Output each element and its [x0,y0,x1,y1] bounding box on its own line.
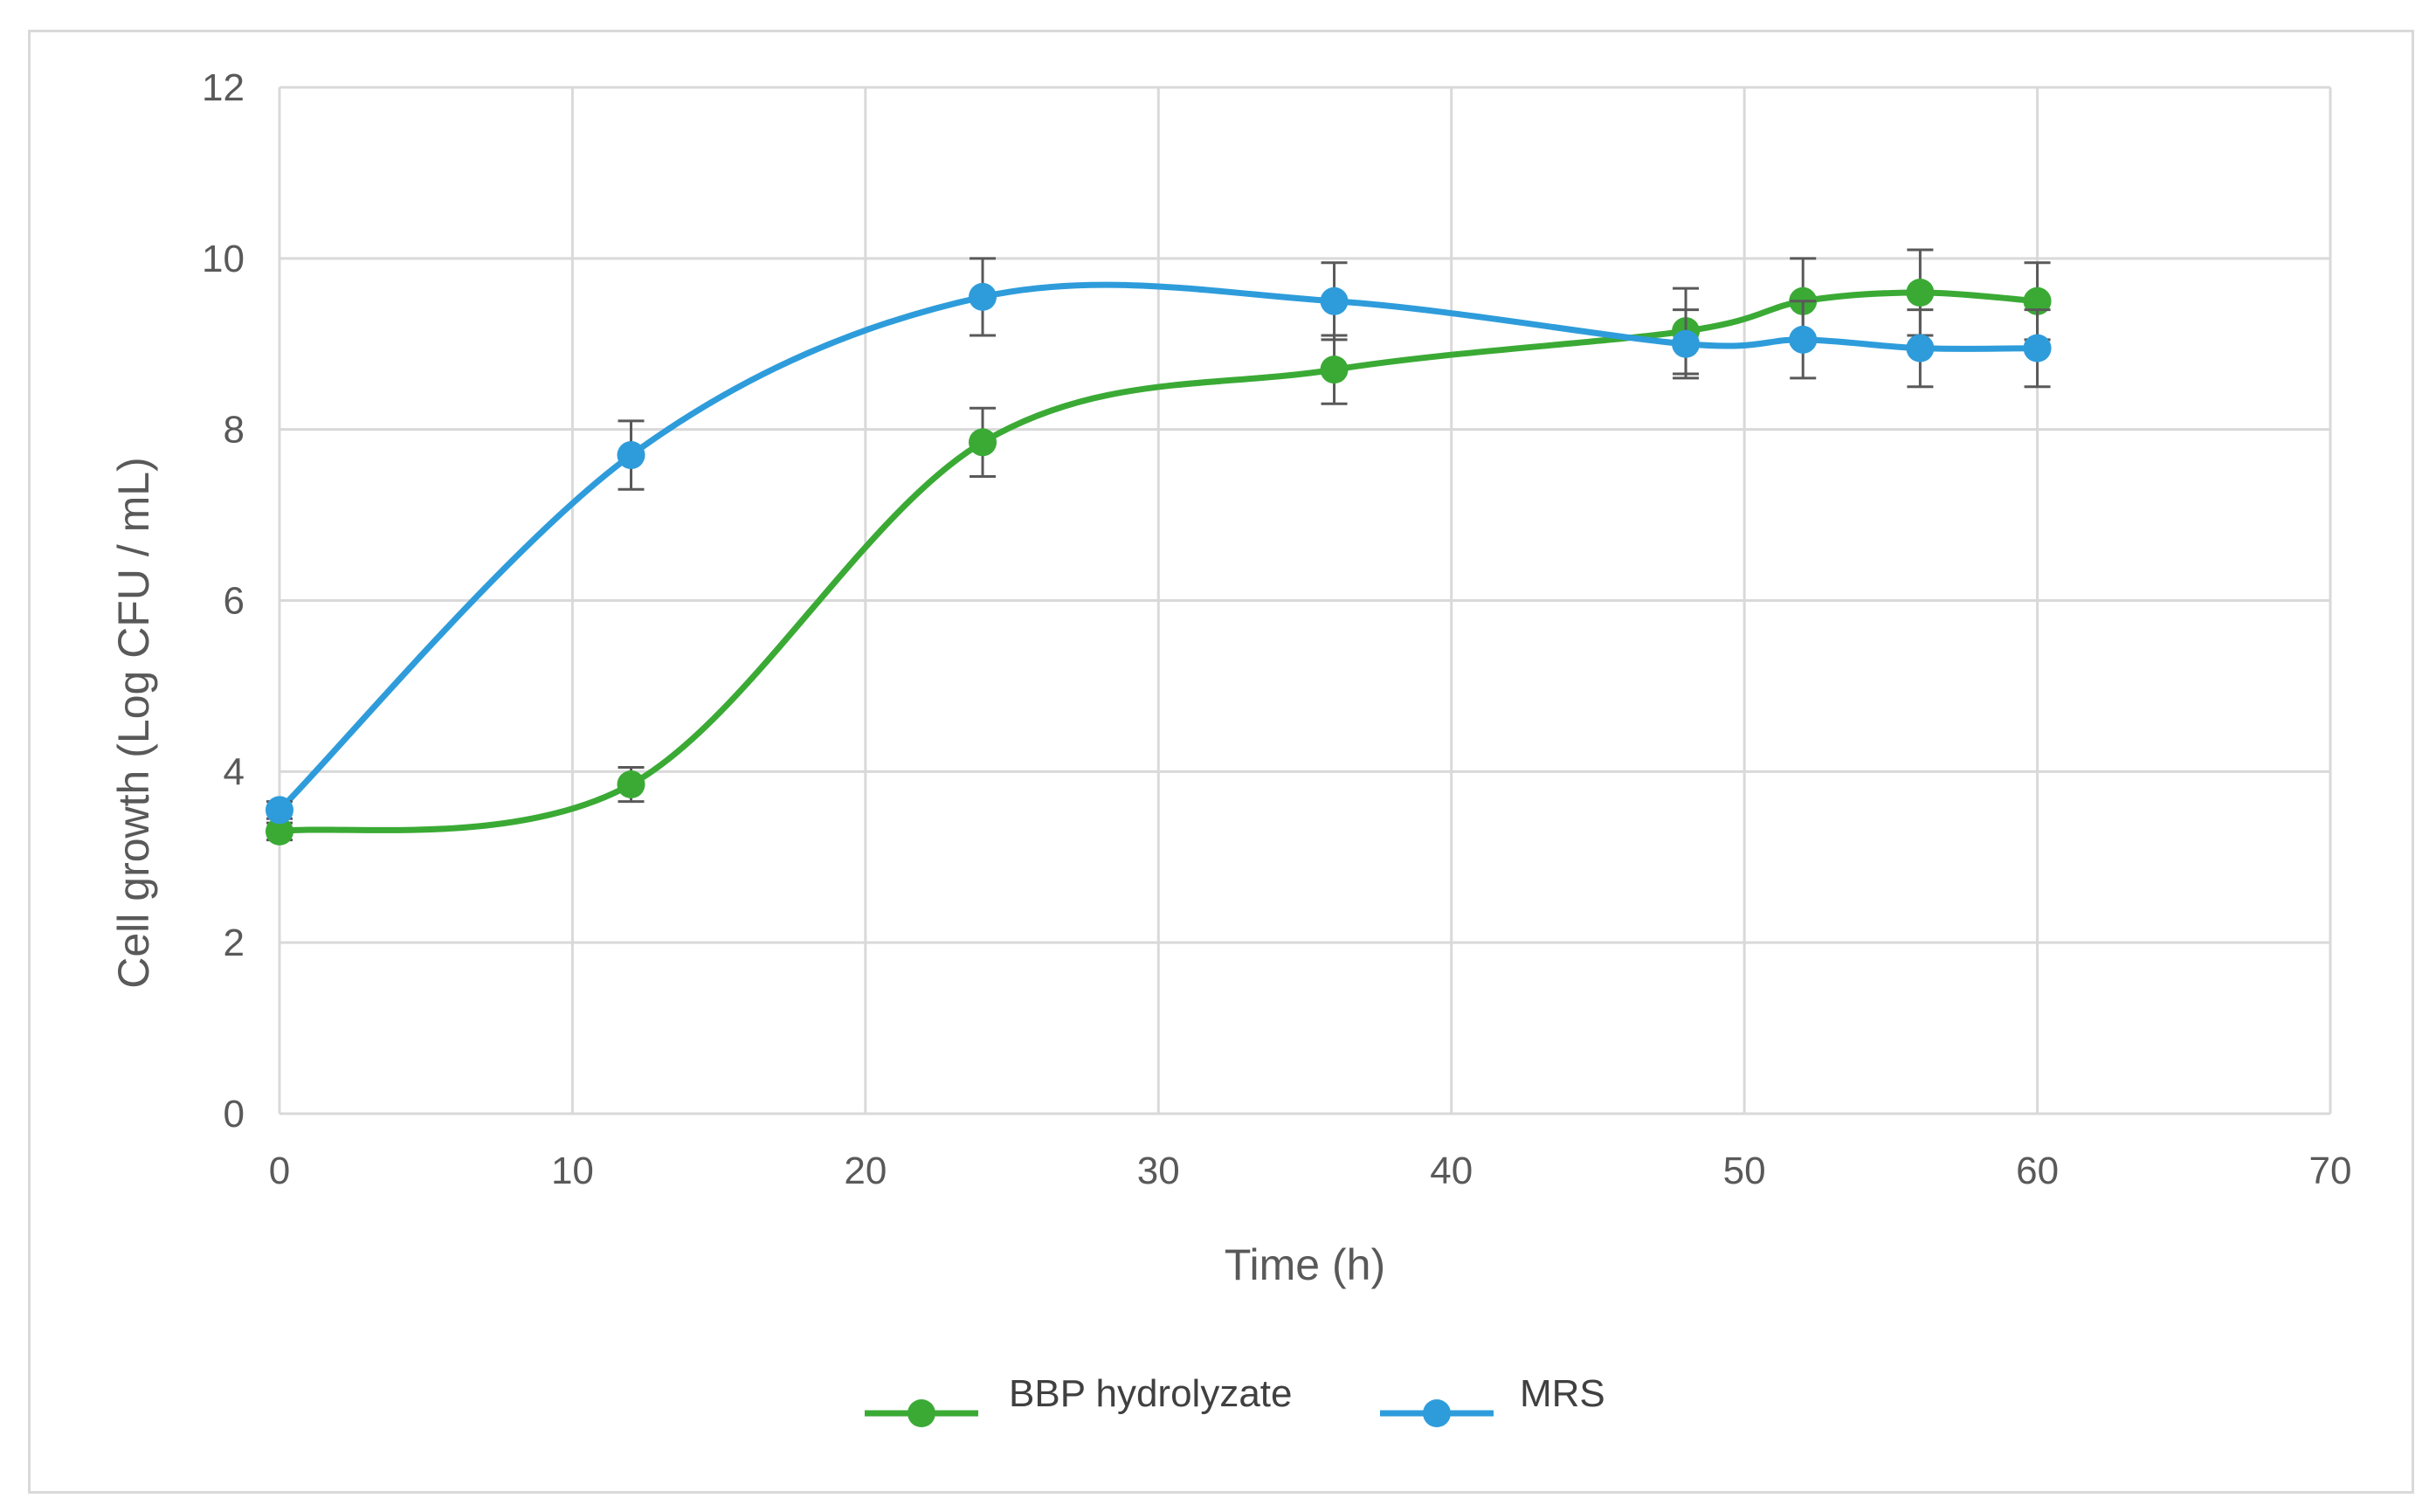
data-point-mrs-24 [969,282,997,311]
x-tick-label-70: 70 [2309,1150,2352,1192]
x-tick-label-50: 50 [1723,1150,1766,1192]
x-tick-label-40: 40 [1430,1150,1473,1192]
x-tick-label-30: 30 [1137,1150,1180,1192]
x-axis-title: Time (h) [1225,1240,1385,1289]
chart-frame [28,30,2414,1494]
legend-marker-bbp-hydrolyzate [907,1399,935,1427]
data-point-mrs-36 [1320,287,1349,315]
data-point-mrs-12 [617,441,645,470]
axis-layer: 0 2 4 6 8 10 12 0 10 20 30 40 50 60 70 [202,66,2351,1192]
x-tick-label-60: 60 [2016,1150,2059,1192]
x-tick-label-20: 20 [844,1150,887,1192]
data-point-bbp-hydrolyzate-12 [617,770,645,799]
y-tick-label-4: 4 [224,750,245,793]
y-tick-label-0: 0 [224,1093,245,1136]
legend-marker-mrs [1423,1399,1451,1427]
legend-label-bbp-hydrolyzate: BBP hydrolyzate [1009,1372,1292,1415]
data-point-mrs-60 [2023,334,2052,362]
data-point-bbp-hydrolyzate-60 [2023,287,2052,315]
data-point-bbp-hydrolyzate-56 [1906,279,1935,307]
data-point-bbp-hydrolyzate-24 [969,428,997,457]
data-point-bbp-hydrolyzate-36 [1320,356,1349,384]
data-point-mrs-0 [266,796,293,825]
series-line-mrs [276,281,2041,813]
grid-layer [278,86,2332,1115]
data-point-mrs-52 [1789,325,1818,354]
series-layer [266,248,2052,846]
y-tick-label-2: 2 [224,922,245,964]
legend-label-mrs: MRS [1520,1372,1605,1415]
data-point-mrs-48 [1672,329,1701,358]
series-mrs [266,257,2052,825]
y-tick-label-12: 12 [202,66,245,109]
data-point-mrs-56 [1906,334,1935,362]
y-axis-title: Cell growth (Log CFU / mL) [109,457,158,989]
y-tick-label-10: 10 [202,238,245,280]
y-tick-label-6: 6 [224,580,245,623]
data-point-bbp-hydrolyzate-0 [266,817,293,846]
legend: BBP hydrolyzate MRS [865,1372,1605,1427]
y-tick-label-8: 8 [224,409,245,452]
x-tick-label-0: 0 [269,1150,290,1192]
x-tick-label-10: 10 [551,1150,594,1192]
